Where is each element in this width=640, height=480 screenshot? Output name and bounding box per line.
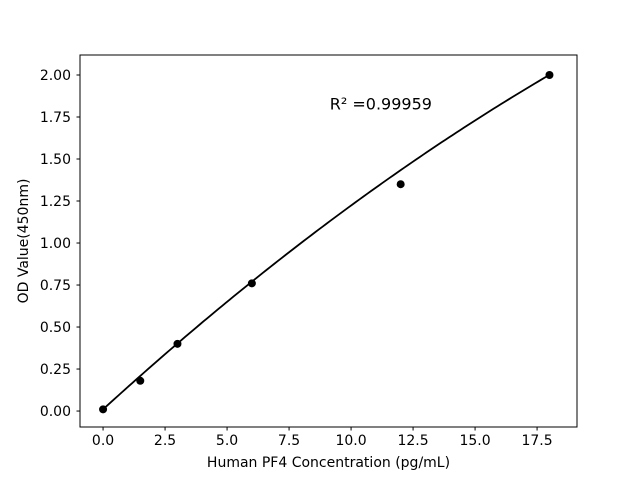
y-axis-label: OD Value(450nm) (16, 179, 32, 304)
data-point (136, 376, 145, 385)
y-tick-label: 1.50 (40, 152, 71, 168)
y-tick-label: 0.00 (40, 404, 71, 420)
y-tick-label: 1.75 (40, 110, 71, 126)
r-squared-annotation: R² =0.99959 (330, 95, 432, 114)
data-point (247, 279, 256, 288)
y-tick-label: 0.50 (40, 320, 71, 336)
data-point (545, 70, 554, 79)
y-tick-label: 1.00 (40, 236, 71, 252)
x-axis-label: Human PF4 Concentration (pg/mL) (207, 455, 450, 471)
x-tick-label: 15.0 (459, 433, 490, 449)
x-tick-label: 10.0 (335, 433, 366, 449)
x-tick-label: 12.5 (397, 433, 428, 449)
data-point (396, 180, 405, 189)
y-tick-label: 1.25 (40, 194, 71, 210)
y-tick-label: 0.75 (40, 278, 71, 294)
x-tick-label: 2.5 (154, 433, 176, 449)
plot-border (79, 54, 578, 428)
x-tick-label: 0.0 (92, 433, 114, 449)
x-tick-label: 5.0 (216, 433, 238, 449)
y-tick-label: 2.00 (40, 68, 71, 84)
data-point (99, 405, 108, 414)
data-point (173, 339, 182, 348)
y-tick-label: 0.25 (40, 362, 71, 378)
x-tick-label: 17.5 (521, 433, 552, 449)
x-tick-label: 7.5 (278, 433, 300, 449)
